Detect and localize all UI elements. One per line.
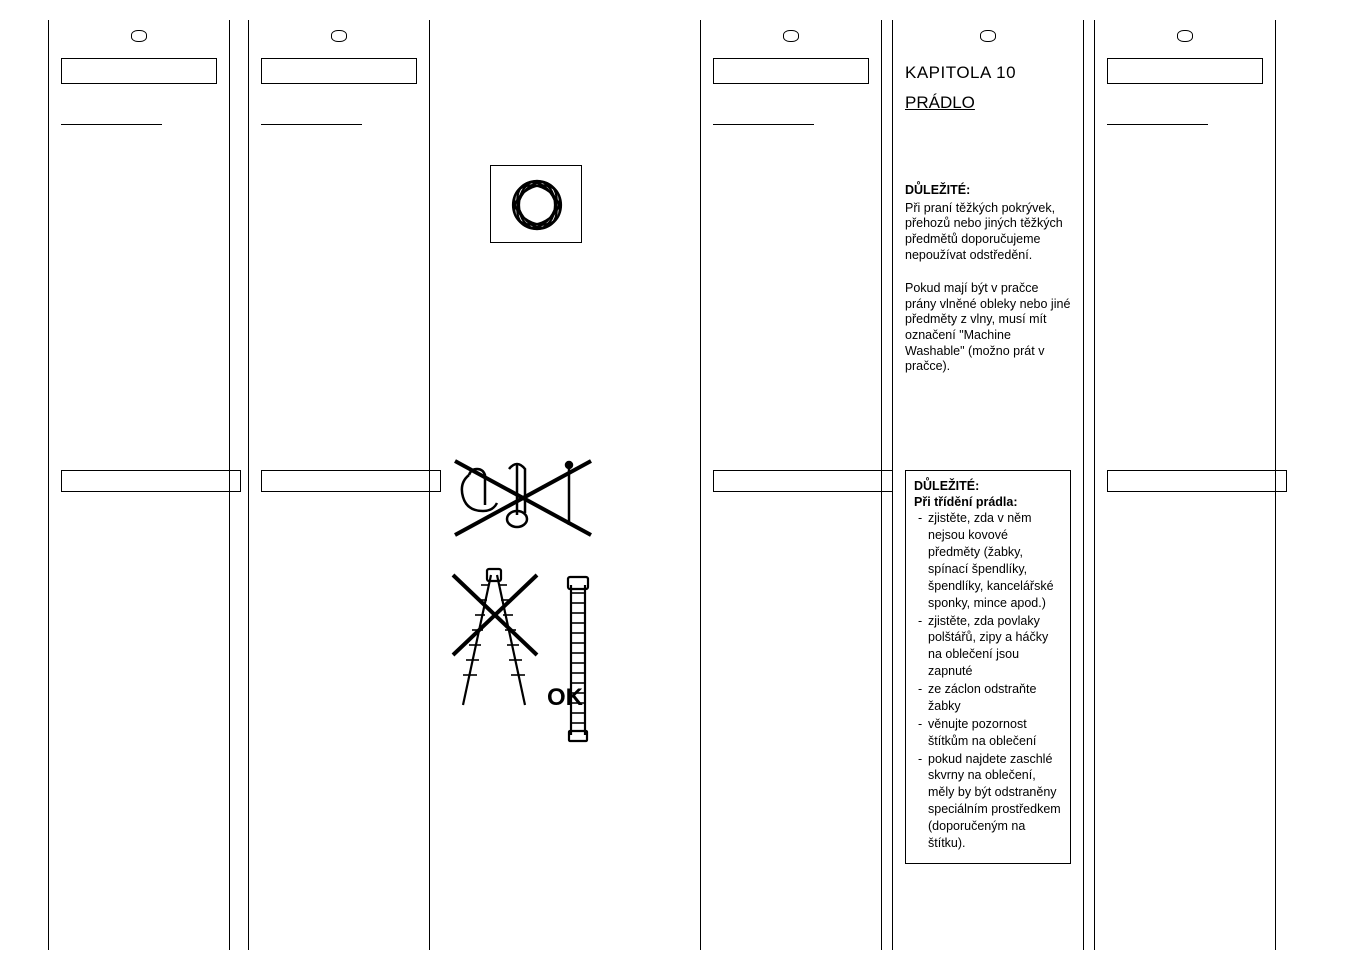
bullet-item: -věnujte pozornost štítkům na oblečení	[918, 716, 1062, 750]
mid-box	[713, 470, 893, 492]
section-underline	[261, 124, 362, 125]
title-box	[61, 58, 217, 84]
title-box	[1107, 58, 1263, 84]
woolmark-illustration	[490, 165, 582, 243]
bullet-dash: -	[918, 716, 928, 750]
woolmark-icon	[491, 166, 583, 244]
bullet-text: ze záclon odstraňte žabky	[928, 681, 1062, 715]
bullet-dash: -	[918, 681, 928, 715]
chapter-subtitle: PRÁDLO	[905, 93, 1071, 113]
bullet-text: zjistěte, zda v něm nejsou kovové předmě…	[928, 510, 1062, 611]
bullet-item: -pokud najdete zaschlé skvrny na oblečen…	[918, 751, 1062, 852]
title-box	[261, 58, 417, 84]
column-6	[1094, 20, 1276, 950]
column-1	[48, 20, 230, 950]
chapter-title: KAPITOLA 10	[905, 63, 1071, 83]
important-text-2: Pokud mají být v pračce prány vlněné obl…	[905, 281, 1071, 375]
important-heading-2: DŮLEŽITÉ:	[914, 479, 1062, 495]
section-underline	[1107, 124, 1208, 125]
bullet-dash: -	[918, 751, 928, 852]
bullet-dash: -	[918, 510, 928, 611]
important-text-1: Při praní těžkých pokrývek, přehozů nebo…	[905, 201, 1071, 264]
binder-hole	[783, 30, 799, 42]
binder-hole	[131, 30, 147, 42]
title-box	[713, 58, 869, 84]
bullet-dash: -	[918, 613, 928, 681]
bullet-text: věnujte pozornost štítkům na oblečení	[928, 716, 1062, 750]
bullet-item: -zjistěte, zda povlaky polštářů, zipy a …	[918, 613, 1062, 681]
column-2	[248, 20, 430, 950]
sorting-sub: Při třídění prádla:	[914, 495, 1062, 511]
important-heading: DŮLEŽITÉ:	[905, 183, 1071, 199]
fasteners-illustration: OK	[451, 455, 621, 775]
bullet-text: pokud najdete zaschlé skvrny na oblečení…	[928, 751, 1062, 852]
binder-hole	[331, 30, 347, 42]
column-3: OK	[440, 20, 632, 950]
section-underline	[713, 124, 814, 125]
bullet-text: zjistěte, zda povlaky polštářů, zipy a h…	[928, 613, 1062, 681]
section-underline	[61, 124, 162, 125]
column-4	[700, 20, 882, 950]
important-block-2-box: DŮLEŽITÉ: Při třídění prádla: -zjistěte,…	[905, 470, 1071, 864]
bullet-item: -ze záclon odstraňte žabky	[918, 681, 1062, 715]
mid-box	[261, 470, 441, 492]
mid-box	[1107, 470, 1287, 492]
column-5: KAPITOLA 10 PRÁDLO DŮLEŽITÉ: Při praní t…	[892, 20, 1084, 950]
mid-box	[61, 470, 241, 492]
binder-hole	[980, 30, 996, 42]
important-block-1: DŮLEŽITÉ: Při praní těžkých pokrývek, př…	[905, 183, 1071, 375]
ok-label: OK	[547, 684, 584, 711]
fasteners-icon: OK	[451, 455, 621, 775]
bullet-item: -zjistěte, zda v něm nejsou kovové předm…	[918, 510, 1062, 611]
sorting-bullets: -zjistěte, zda v něm nejsou kovové předm…	[914, 510, 1062, 852]
binder-hole	[1177, 30, 1193, 42]
